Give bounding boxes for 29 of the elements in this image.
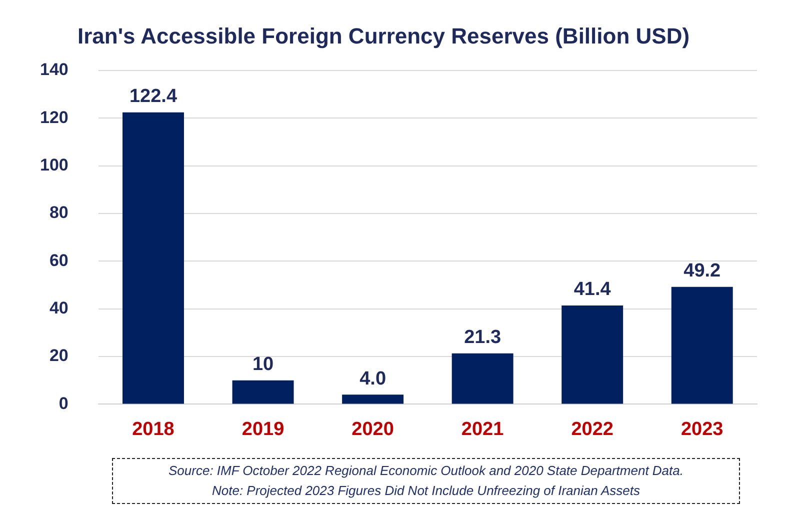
- data-label: 49.2: [684, 260, 721, 282]
- chart-title: Iran's Accessible Foreign Currency Reserves (Billion USD): [77, 23, 690, 48]
- x-tick-label: 2018: [132, 418, 174, 440]
- bar: [232, 380, 294, 404]
- source-note: Source: IMF October 2022 Regional Economic Outlook and 2020 State Department Data.: [168, 462, 684, 480]
- data-label: 122.4: [129, 86, 178, 108]
- bar: [122, 112, 184, 404]
- data-label: 41.4: [574, 279, 612, 300]
- data-label: 10: [252, 354, 274, 376]
- data-label: 21.3: [464, 327, 502, 348]
- y-tick-label: 80: [49, 203, 68, 222]
- bar: [671, 286, 733, 404]
- x-tick-label: 2022: [571, 418, 614, 440]
- bar: [562, 305, 624, 404]
- text: Note: Projected 2023 Figures Did Not Include Unfreezing of Iranian Assets: [210, 482, 642, 500]
- x-tick-label: 2021: [461, 418, 504, 440]
- y-tick-label: 20: [49, 346, 68, 366]
- y-tick-label: 140: [40, 60, 68, 80]
- x-tick-label: 2023: [680, 418, 724, 440]
- y-tick-label: 0: [58, 394, 68, 413]
- data-label: 4.0: [360, 368, 386, 390]
- y-tick-label: 40: [49, 298, 68, 318]
- y-tick-label: 60: [49, 250, 68, 270]
- y-tick-label: 100: [40, 155, 68, 174]
- bar: [342, 394, 404, 404]
- x-tick-label: 2020: [352, 418, 394, 440]
- bar: [452, 353, 514, 404]
- x-tick-label: 2019: [242, 418, 284, 440]
- y-tick-label: 120: [40, 108, 68, 127]
